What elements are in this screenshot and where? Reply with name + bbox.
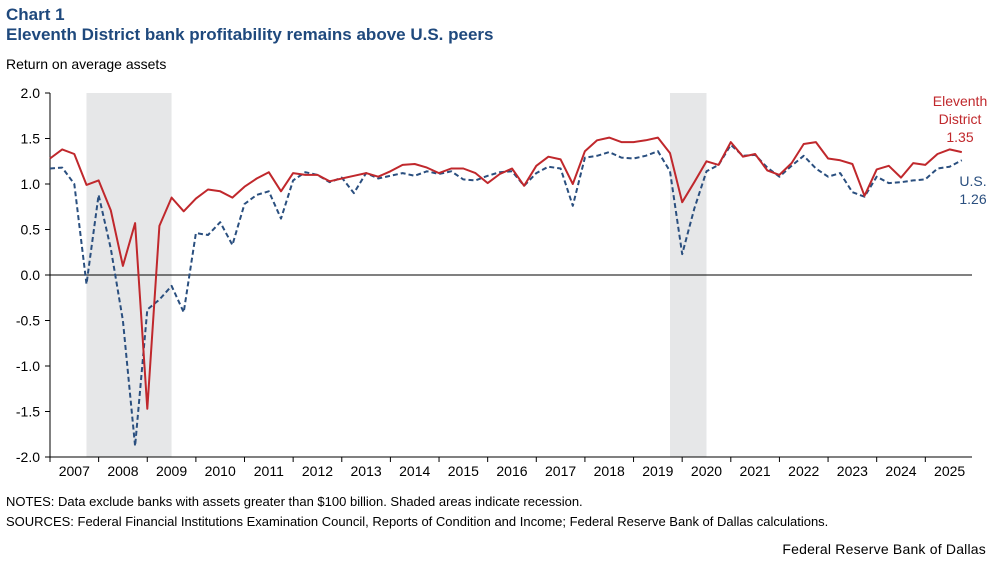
x-tick-label: 2008 — [107, 463, 138, 479]
eleventh-district-label: 1.35 — [946, 129, 973, 145]
x-tick-label: 2018 — [594, 463, 625, 479]
y-tick-label: -1.5 — [16, 404, 40, 420]
x-tick-label: 2011 — [254, 463, 284, 479]
x-tick-label: 2013 — [351, 463, 382, 479]
x-tick-label: 2021 — [740, 463, 771, 479]
x-tick-label: 2025 — [934, 463, 965, 479]
y-tick-label: -1.0 — [16, 358, 40, 374]
y-tick-label: 2.0 — [21, 85, 41, 101]
series-labels: Eleventh District 1.35 U.S. 1.26 — [933, 93, 987, 207]
x-tick-label: 2019 — [642, 463, 673, 479]
us-label: U.S. — [959, 173, 986, 189]
chart-number: Chart 1 — [6, 5, 65, 24]
x-tick-label: 2023 — [837, 463, 868, 479]
x-tick-label: 2010 — [205, 463, 236, 479]
eleventh-district-label: District — [939, 111, 982, 127]
x-tick-label: 2024 — [885, 463, 916, 479]
y-tick-labels: 2.0 1.5 1.0 0.5 0.0 -0.5 -1.0 -1.5 -2.0 — [16, 85, 40, 465]
x-tick-label: 2022 — [788, 463, 819, 479]
y-axis-label: Return on average assets — [6, 56, 167, 72]
y-tick-label: 1.0 — [21, 176, 41, 192]
x-tick-label: 2020 — [691, 463, 722, 479]
series-line-us — [49, 143, 963, 448]
y-tick-label: -2.0 — [16, 449, 40, 465]
x-tick-label: 2015 — [448, 463, 479, 479]
x-tick-label: 2016 — [496, 463, 527, 479]
y-tick-label: -0.5 — [16, 313, 40, 329]
chart-axes — [45, 92, 972, 462]
x-tick-label: 2007 — [59, 463, 90, 479]
y-tick-label: 1.5 — [21, 131, 41, 147]
y-tick-label: 0.0 — [21, 267, 41, 283]
x-tick-labels: 2007 2008 2009 2010 2011 2012 2013 2014 2015 2016… — [59, 463, 966, 479]
chart-sources: SOURCES: Federal Financial Institutions … — [6, 514, 829, 529]
chart-series — [49, 136, 963, 448]
chart-credit: Federal Reserve Bank of Dallas — [782, 541, 986, 557]
x-tick-label: 2009 — [156, 463, 187, 479]
x-tick-label: 2012 — [302, 463, 333, 479]
x-tick-label: 2014 — [399, 463, 430, 479]
series-line-eleventh-district — [49, 136, 963, 410]
chart-title: Eleventh District bank profitability rem… — [6, 25, 494, 44]
eleventh-district-label: Eleventh — [933, 93, 987, 109]
x-tick-label: 2017 — [545, 463, 576, 479]
us-label: 1.26 — [959, 191, 986, 207]
y-tick-label: 0.5 — [21, 222, 41, 238]
chart-notes: NOTES: Data exclude banks with assets gr… — [6, 494, 583, 509]
